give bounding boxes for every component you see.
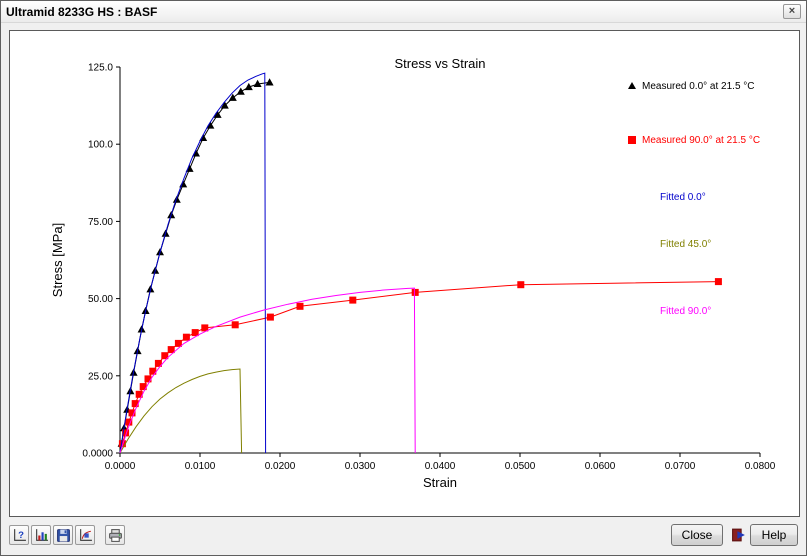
chart-copy-icon (79, 528, 92, 541)
svg-text:0.0800: 0.0800 (745, 461, 776, 472)
app-logo-icon (732, 527, 746, 543)
window-title: Ultramid 8233G HS : BASF (6, 4, 158, 19)
titlebar: Ultramid 8233G HS : BASF × (1, 1, 806, 23)
chart-panel: 0.0000 0.0100 0.0200 0.0300 0.0400 0.0500 0.06… (9, 30, 800, 517)
svg-text:0.0300: 0.0300 (345, 461, 376, 472)
svg-text:Fitted 0.0°: Fitted 0.0° (660, 192, 706, 203)
svg-text:?: ? (18, 530, 24, 541)
stress-strain-chart: 0.0000 0.0100 0.0200 0.0300 0.0400 0.0500 0.06… (50, 56, 776, 490)
svg-text:0.0200: 0.0200 (265, 461, 296, 472)
save-button[interactable] (53, 525, 73, 545)
svg-text:Stress [MPa]: Stress [MPa] (50, 223, 65, 297)
chart-series-button[interactable] (31, 525, 51, 545)
help-button[interactable]: Help (750, 524, 798, 546)
chart-options-button[interactable]: ? (9, 525, 29, 545)
titlebar-close-button[interactable]: × (783, 4, 801, 19)
chart-toolbar: ? (9, 525, 125, 545)
chart-bars-icon (35, 528, 48, 541)
svg-text:75.00: 75.00 (88, 217, 113, 228)
printer-icon (108, 528, 122, 542)
close-icon: × (788, 5, 796, 17)
svg-text:25.00: 25.00 (88, 371, 113, 382)
save-icon (56, 528, 70, 542)
close-button[interactable]: Close (671, 524, 723, 546)
svg-text:50.00: 50.00 (88, 294, 113, 305)
svg-text:Fitted 90.0°: Fitted 90.0° (660, 306, 711, 317)
svg-text:0.0500: 0.0500 (505, 461, 536, 472)
svg-text:0.0000: 0.0000 (105, 461, 136, 472)
svg-text:Measured 90.0° at 21.5 °C: Measured 90.0° at 21.5 °C (642, 135, 760, 146)
svg-text:0.0100: 0.0100 (185, 461, 216, 472)
svg-text:Strain: Strain (423, 475, 457, 490)
chart-question-icon: ? (13, 528, 26, 541)
svg-text:Measured 0.0° at 21.5 °C: Measured 0.0° at 21.5 °C (642, 81, 755, 92)
print-button[interactable] (105, 525, 125, 545)
svg-text:Stress vs Strain: Stress vs Strain (394, 56, 485, 71)
copy-chart-button[interactable] (75, 525, 95, 545)
svg-text:Fitted 45.0°: Fitted 45.0° (660, 239, 711, 250)
svg-text:100.0: 100.0 (88, 140, 113, 151)
svg-text:0.0000: 0.0000 (82, 449, 113, 460)
svg-text:125.0: 125.0 (88, 63, 113, 74)
svg-text:0.0600: 0.0600 (585, 461, 616, 472)
svg-text:0.0700: 0.0700 (665, 461, 696, 472)
svg-text:0.0400: 0.0400 (425, 461, 456, 472)
